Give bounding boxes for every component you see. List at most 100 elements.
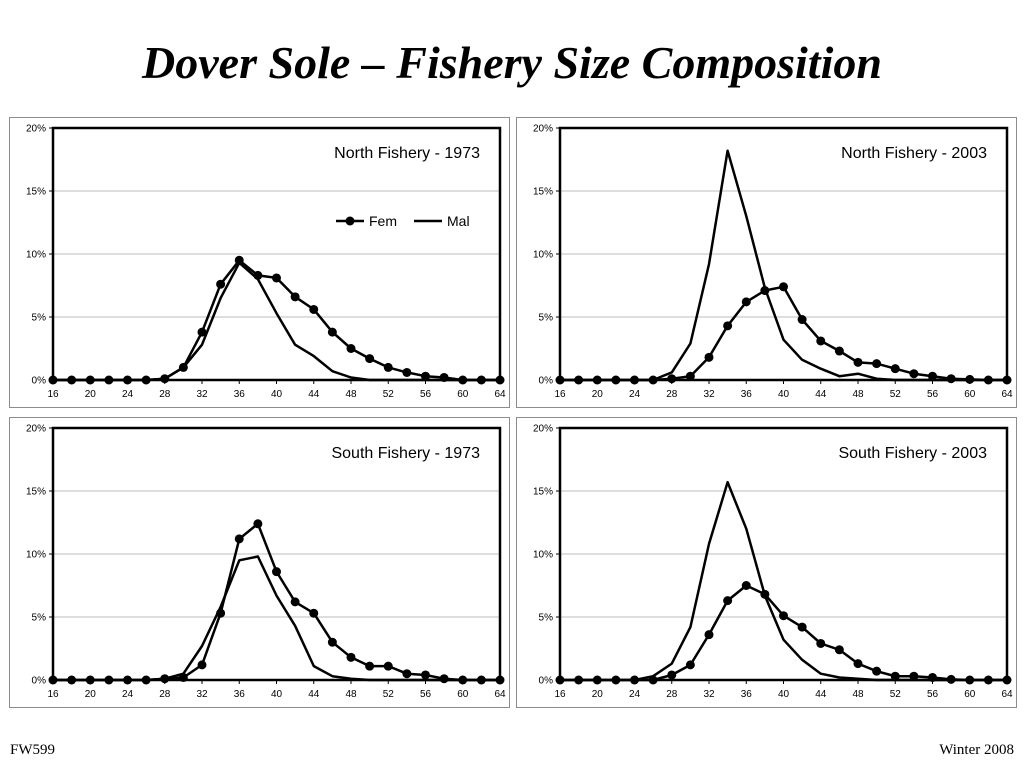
data-point-fem [309,304,319,314]
data-point-fem [253,519,263,529]
data-point-fem [760,589,770,599]
data-point-fem [458,675,468,685]
x-tick-label: 64 [1001,689,1013,700]
data-point-fem [890,671,900,681]
data-point-fem [983,675,993,685]
data-point-fem [760,286,770,296]
data-point-fem [141,375,151,385]
data-point-fem [704,630,714,640]
x-tick-label: 52 [383,689,395,700]
chart-title: North Fishery - 1973 [334,145,480,162]
x-tick-label: 28 [159,689,171,700]
data-point-fem [402,669,412,679]
data-point-fem [611,375,621,385]
data-point-fem [216,608,226,618]
data-point-fem [160,374,170,384]
y-tick-label: 0% [539,376,554,387]
series-line-mal [560,149,1007,382]
data-point-fem [630,675,639,685]
data-point-fem [574,375,584,385]
data-point-fem [290,597,300,607]
data-point-fem [853,357,863,367]
x-tick-label: 60 [964,689,976,700]
data-point-fem [104,375,114,385]
chart-south-2003: 0% 5% 10% 15% 20% 16 20 24 28 32 36 40 44 48 52 56 60 64 S… [533,424,1013,701]
series-line-fem [53,522,500,682]
data-point-fem [234,255,244,265]
data-point-fem [853,659,863,669]
data-point-fem [574,675,584,685]
data-point-fem [685,660,695,670]
chart-north-1973: 0% 5% 10% 15% 20% 16 20 24 28 32 36 40 44 48 52 56 60 64 N… [26,124,506,401]
chart-south-1973: 0% 5% 10% 15% 20% 16 20 24 28 32 36 40 44 48 52 56 60 64 S… [26,424,506,701]
data-point-fem [797,315,807,325]
x-tick-label: 16 [47,689,59,700]
y-tick-label: 15% [26,487,46,498]
x-tick-label: 40 [778,389,790,400]
data-point-fem [67,675,77,685]
x-tick-label: 36 [741,389,753,400]
data-point-fem [946,374,956,384]
y-tick-label: 10% [533,250,553,261]
data-point-fem [365,661,375,671]
series-line-mal [560,480,1007,682]
chart-panel-south-2003: 0% 5% 10% 15% 20% 16 20 24 28 32 36 40 44 48 52 56 60 64 S… [516,417,1017,708]
data-point-fem [197,660,207,670]
data-point-fem [592,375,602,385]
data-point-fem [965,374,975,384]
data-point-fem [834,645,844,655]
x-tick-label: 16 [47,389,59,400]
data-point-fem [667,374,677,384]
x-tick-label: 40 [271,689,283,700]
data-point-fem [648,675,658,685]
data-point-fem [723,321,733,331]
chart-panel-north-2003: 0% 5% 10% 15% 20% 16 20 24 28 32 36 40 44 48 52 56 60 64 N… [516,117,1017,408]
x-tick-label: 28 [159,389,171,400]
x-tick-label: 20 [592,689,604,700]
x-tick-label: 60 [964,389,976,400]
data-point-fem [592,675,602,685]
x-tick-label: 24 [122,689,134,700]
data-point-fem [85,375,95,385]
data-point-fem [458,375,468,385]
data-point-fem [346,652,356,662]
legend-label: Fem [369,213,397,229]
data-point-fem [872,359,882,369]
x-tick-label: 64 [494,389,506,400]
footer-course-label: FW599 [10,742,55,758]
data-point-fem [141,675,151,685]
x-tick-label: 44 [308,389,320,400]
data-point-fem [667,670,677,680]
x-tick-label: 44 [308,689,320,700]
data-point-fem [383,661,393,671]
x-tick-label: 56 [927,389,939,400]
x-tick-label: 24 [122,389,134,400]
data-point-fem [272,567,281,577]
slide-title: Dover Sole – Fishery Size Composition [142,37,882,88]
data-point-fem [704,352,714,362]
data-point-fem [197,327,207,337]
x-tick-label: 32 [703,689,715,700]
x-tick-label: 44 [815,689,827,700]
data-point-fem [48,375,58,385]
data-point-fem [439,372,449,382]
data-point-fem [611,675,621,685]
data-point-fem [383,362,393,372]
x-tick-label: 56 [420,389,432,400]
x-tick-label: 20 [85,389,97,400]
y-tick-label: 10% [533,550,553,561]
data-point-fem [272,273,281,283]
data-point-fem [816,336,826,346]
plot-frame [51,126,502,382]
data-point-fem [685,371,695,381]
series-line-fem [560,285,1007,382]
y-tick-label: 5% [32,613,47,624]
data-point-fem [104,675,114,685]
plot-frame [51,426,502,682]
y-tick-label: 15% [26,187,46,198]
data-point-fem [85,675,95,685]
data-point-fem [67,375,77,385]
data-point-fem [1002,675,1012,685]
data-point-fem [648,375,658,385]
data-point-fem [421,670,430,680]
